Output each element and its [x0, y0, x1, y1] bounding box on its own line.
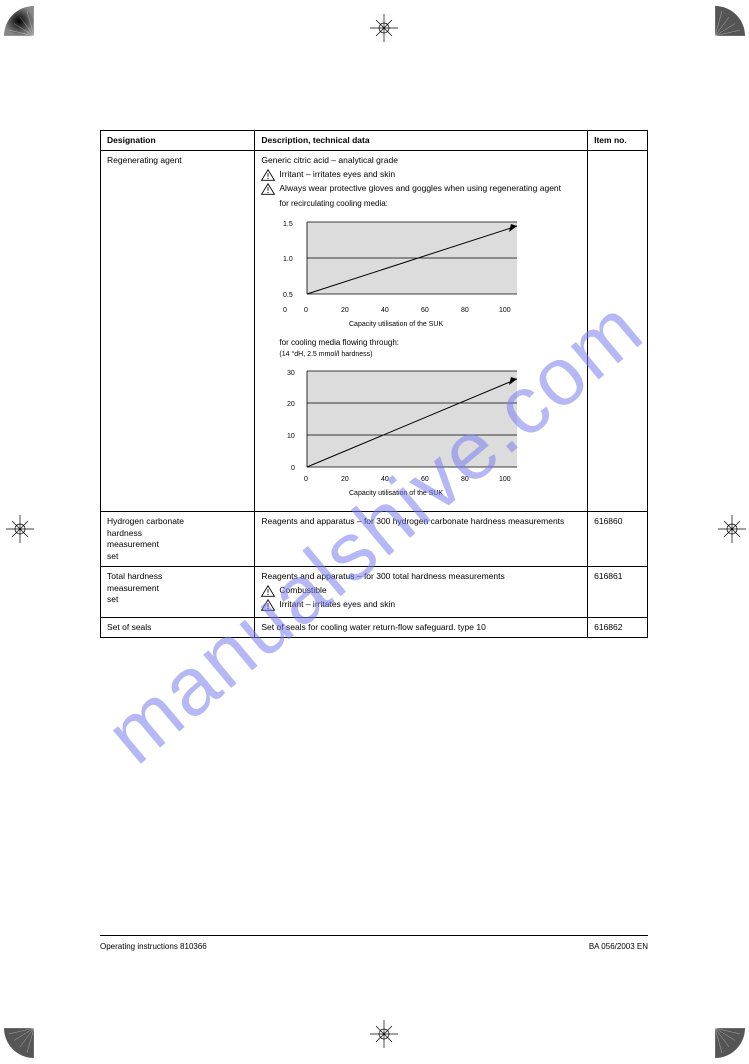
table-row: Total hardness measurement set Reagents …	[101, 567, 648, 617]
warning-line: Combustible	[261, 585, 581, 597]
warning-triangle-icon	[261, 599, 275, 611]
cell-description: Reagents and apparatus – for 300 total h…	[255, 567, 588, 617]
cell-item: 616861	[588, 567, 648, 617]
table-row: Set of seals Set of seals for cooling wa…	[101, 617, 648, 637]
cell-designation: Set of seals	[101, 617, 255, 637]
svg-text:80: 80	[461, 476, 469, 483]
specs-table: Designation Description, technical data …	[100, 130, 648, 638]
warning-line: Always wear protective gloves and goggle…	[261, 183, 581, 195]
svg-text:0: 0	[304, 307, 308, 314]
svg-text:20: 20	[341, 307, 349, 314]
svg-text:20: 20	[341, 476, 349, 483]
svg-text:0: 0	[291, 465, 295, 472]
registration-mark-bottom	[370, 1020, 398, 1048]
registration-mark-right	[718, 515, 746, 543]
svg-text:40: 40	[381, 307, 389, 314]
description-text: Reagents and apparatus – for 300 total h…	[261, 571, 581, 582]
corner-fan-icon	[4, 6, 34, 36]
corner-fan-icon	[4, 1028, 34, 1058]
chart-title: for cooling media flowing through: (14 °…	[279, 338, 581, 360]
content-page: Designation Description, technical data …	[100, 130, 648, 638]
cell-item	[588, 151, 648, 512]
cell-item: 616862	[588, 617, 648, 637]
header-description: Description, technical data	[255, 131, 588, 151]
warning-line: Irritant – irritates eyes and skin	[261, 169, 581, 181]
page-footer: Operating instructions 810366 BA 056/200…	[100, 935, 648, 951]
cell-description: Reagents and apparatus – for 300 hydroge…	[255, 512, 588, 567]
header-designation: Designation	[101, 131, 255, 151]
warning-text: Irritant – irritates eyes and skin	[279, 169, 395, 180]
warning-text: Always wear protective gloves and goggle…	[279, 183, 561, 194]
cell-designation: Hydrogen carbonate hardness measurement …	[101, 512, 255, 567]
warning-triangle-icon	[261, 585, 275, 597]
svg-text:Capacity utilisation of the SU: Capacity utilisation of the SUK	[349, 321, 443, 328]
table-header-row: Designation Description, technical data …	[101, 131, 648, 151]
header-item: Item no.	[588, 131, 648, 151]
table-row: Regenerating agent Generic citric acid –…	[101, 151, 648, 512]
warning-triangle-icon	[261, 183, 275, 195]
warning-text: Irritant – irritates eyes and skin	[279, 599, 395, 610]
svg-text:100: 100	[499, 307, 511, 314]
svg-text:100: 100	[499, 476, 511, 483]
cell-description: Set of seals for cooling water return-fl…	[255, 617, 588, 637]
svg-text:1.0: 1.0	[283, 256, 293, 263]
svg-text:1.5: 1.5	[283, 221, 293, 228]
svg-text:60: 60	[421, 307, 429, 314]
footer-left: Operating instructions 810366	[100, 942, 207, 951]
cell-description: Generic citric acid – analytical grade I…	[255, 151, 588, 512]
svg-text:0: 0	[283, 307, 287, 314]
svg-text:10: 10	[287, 433, 295, 440]
regen-chart-recirculating: 1.5 1.0 0.5 0 0 20 40 60 80 100 Capacity…	[279, 214, 539, 334]
regen-chart-flowthrough: 30 20 10 0 0 20 40 60 80 100 Capacity ut…	[279, 363, 539, 503]
registration-mark-left	[6, 515, 34, 543]
cell-designation: Regenerating agent	[101, 151, 255, 512]
warning-triangle-icon	[261, 169, 275, 181]
warning-line: Irritant – irritates eyes and skin	[261, 599, 581, 611]
svg-text:20: 20	[287, 401, 295, 408]
svg-text:30: 30	[287, 370, 295, 377]
corner-fan-icon	[715, 1028, 745, 1058]
registration-mark-top	[370, 14, 398, 42]
svg-text:60: 60	[421, 476, 429, 483]
svg-text:0.5: 0.5	[283, 292, 293, 299]
warning-text: Combustible	[279, 585, 326, 596]
svg-text:0: 0	[304, 476, 308, 483]
cell-item: 616860	[588, 512, 648, 567]
corner-fan-icon	[715, 6, 745, 36]
table-row: Hydrogen carbonate hardness measurement …	[101, 512, 648, 567]
svg-text:Capacity utilisation of the SU: Capacity utilisation of the SUK	[349, 490, 443, 497]
chart-title: for recirculating cooling media:	[279, 199, 581, 210]
footer-right: BA 056/2003 EN	[589, 942, 648, 951]
generic-text: Generic citric acid – analytical grade	[261, 155, 581, 166]
svg-text:40: 40	[381, 476, 389, 483]
cell-designation: Total hardness measurement set	[101, 567, 255, 617]
svg-text:80: 80	[461, 307, 469, 314]
